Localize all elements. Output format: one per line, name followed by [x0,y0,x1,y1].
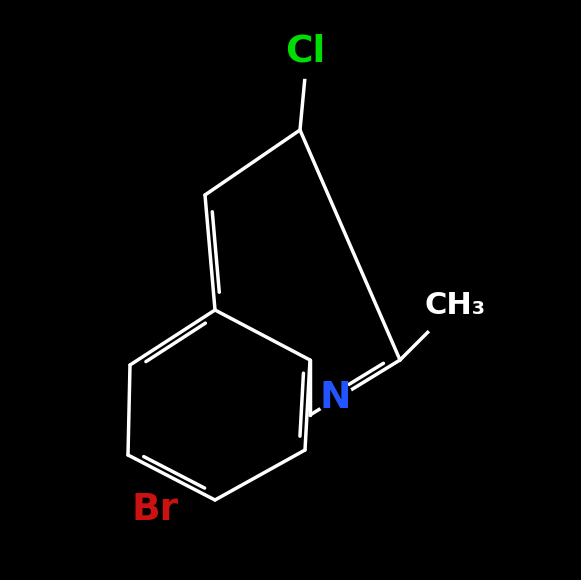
Text: CH₃: CH₃ [425,291,486,320]
Circle shape [279,26,331,78]
Text: Cl: Cl [285,34,325,70]
Circle shape [318,380,353,415]
Text: Br: Br [131,492,178,528]
Circle shape [129,484,181,536]
Text: N: N [319,380,351,416]
Circle shape [419,269,492,341]
